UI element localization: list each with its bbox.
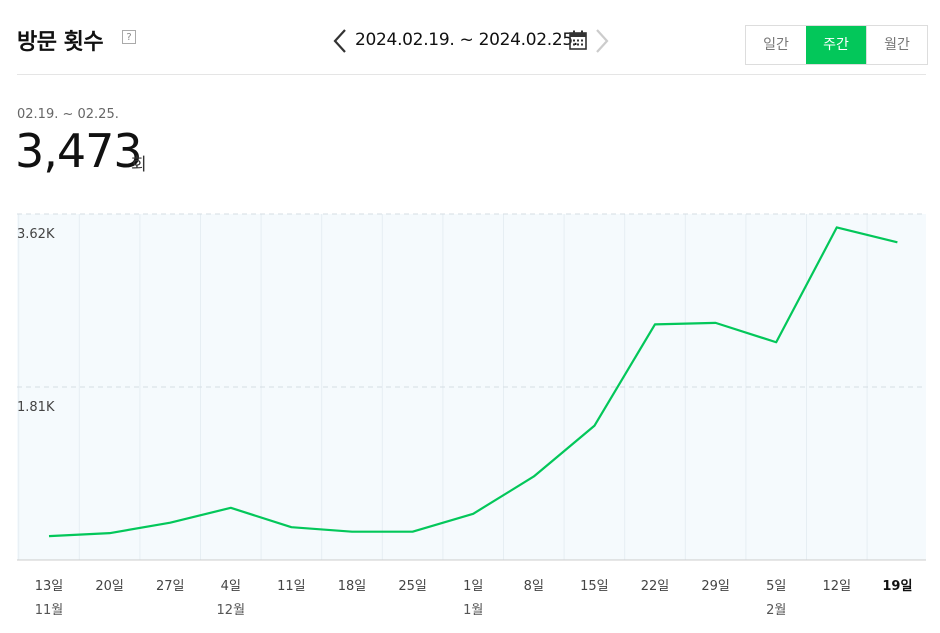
calendar-icon[interactable] (569, 30, 587, 50)
chevron-left-icon[interactable] (330, 27, 350, 55)
header-divider (17, 74, 926, 75)
x-month-label: 2월 (766, 603, 786, 618)
x-tick-label: 19일 (882, 579, 912, 594)
x-tick-label: 25일 (398, 579, 427, 594)
x-tick-label: 12일 (823, 579, 852, 594)
tab-daily[interactable]: 일간 (763, 37, 789, 53)
x-month-label: 11월 (35, 603, 64, 618)
x-tick-label: 5일 (766, 579, 786, 594)
chevron-right-icon[interactable] (592, 27, 612, 55)
x-tick-label: 18일 (338, 579, 367, 594)
x-tick-label: 27일 (156, 579, 185, 594)
y-tick-label: 3.62K (17, 227, 55, 242)
x-tick-label: 20일 (95, 579, 124, 594)
x-tick-label: 15일 (580, 579, 609, 594)
x-tick-label: 1일 (463, 579, 483, 594)
series-line (48, 226, 898, 538)
chart-header: 방문 횟수 ? 2024.02.19. ~ 2024.02.25. 일간 주간 … (0, 0, 940, 75)
x-tick-label: 22일 (641, 579, 670, 594)
x-month-label: 1월 (463, 603, 483, 618)
summary-period: 02.19. ~ 02.25. (17, 107, 119, 122)
x-tick-label: 11일 (277, 579, 306, 594)
tab-weekly[interactable]: 주간 (806, 26, 866, 64)
summary-unit: 회 (131, 155, 147, 175)
x-tick-label: 4일 (221, 579, 241, 594)
x-tick-label: 8일 (524, 579, 544, 594)
x-tick-label: 29일 (701, 579, 730, 594)
x-month-label: 12월 (217, 603, 246, 618)
period-toggle: 일간 주간 월간 (745, 25, 928, 65)
x-tick-label: 13일 (35, 579, 64, 594)
y-tick-label: 1.81K (17, 400, 55, 415)
question-icon[interactable]: ? (122, 30, 136, 44)
date-range: 2024.02.19. ~ 2024.02.25. (355, 30, 579, 50)
summary-total: 3,473 (15, 124, 143, 178)
tab-monthly[interactable]: 월간 (866, 26, 927, 64)
page-title: 방문 횟수 (17, 30, 104, 55)
